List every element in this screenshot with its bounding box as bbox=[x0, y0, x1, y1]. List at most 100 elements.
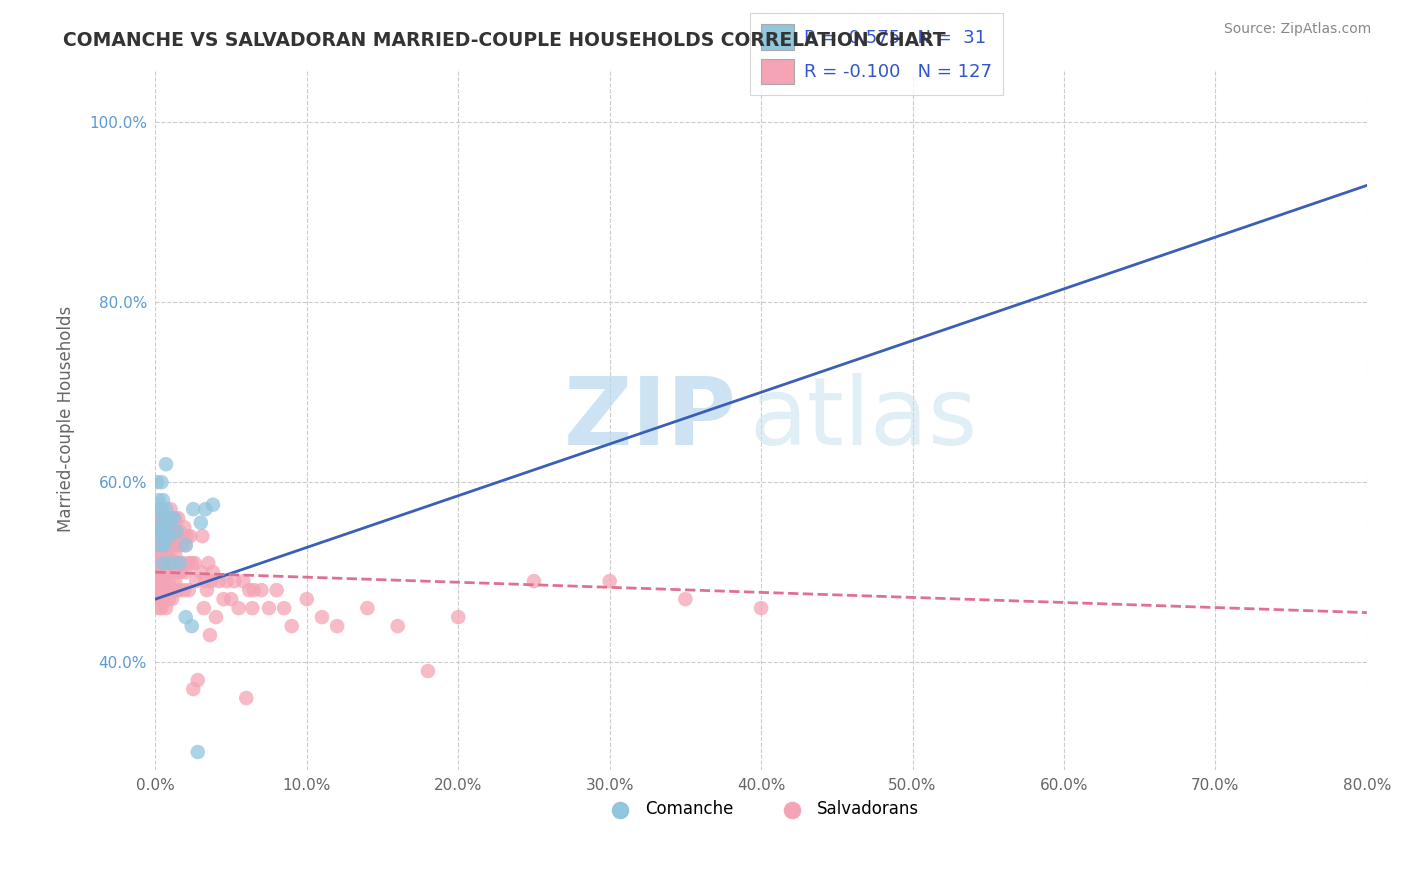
Point bbox=[387, 619, 409, 633]
Point bbox=[148, 511, 170, 525]
Point bbox=[152, 511, 174, 525]
Point bbox=[197, 556, 219, 570]
Point bbox=[180, 556, 202, 570]
Point bbox=[169, 583, 191, 598]
Point bbox=[152, 579, 174, 593]
Text: Source: ZipAtlas.com: Source: ZipAtlas.com bbox=[1223, 22, 1371, 37]
Point bbox=[174, 610, 197, 624]
Point bbox=[156, 516, 179, 530]
Point bbox=[166, 529, 188, 543]
Point bbox=[153, 520, 176, 534]
Point bbox=[190, 516, 212, 530]
Point bbox=[162, 524, 184, 539]
Point bbox=[356, 601, 378, 615]
Point bbox=[205, 610, 228, 624]
Point bbox=[155, 511, 177, 525]
Point bbox=[194, 502, 217, 516]
Point bbox=[523, 574, 546, 589]
Point bbox=[167, 565, 190, 579]
Point bbox=[201, 565, 224, 579]
Point bbox=[153, 547, 176, 561]
Point bbox=[146, 475, 169, 490]
Point bbox=[749, 601, 772, 615]
Point bbox=[146, 592, 169, 607]
Point bbox=[165, 511, 187, 525]
Point bbox=[160, 592, 183, 607]
Point bbox=[153, 538, 176, 552]
Point bbox=[177, 583, 200, 598]
Point bbox=[190, 565, 212, 579]
Point bbox=[232, 574, 254, 589]
Point bbox=[149, 524, 172, 539]
Point bbox=[165, 574, 187, 589]
Point bbox=[159, 556, 181, 570]
Point bbox=[177, 556, 200, 570]
Point bbox=[184, 556, 207, 570]
Point bbox=[155, 601, 177, 615]
Point bbox=[150, 583, 173, 598]
Point bbox=[152, 538, 174, 552]
Point bbox=[166, 524, 188, 539]
Point bbox=[150, 601, 173, 615]
Point bbox=[152, 529, 174, 543]
Point bbox=[152, 556, 174, 570]
Point bbox=[326, 619, 349, 633]
Point bbox=[152, 551, 174, 566]
Point bbox=[160, 511, 183, 525]
Point bbox=[219, 592, 242, 607]
Point bbox=[194, 574, 217, 589]
Point bbox=[149, 592, 172, 607]
Text: COMANCHE VS SALVADORAN MARRIED-COUPLE HOUSEHOLDS CORRELATION CHART: COMANCHE VS SALVADORAN MARRIED-COUPLE HO… bbox=[63, 31, 946, 50]
Point bbox=[170, 538, 193, 552]
Point bbox=[181, 681, 204, 696]
Point bbox=[673, 592, 696, 607]
Point bbox=[153, 583, 176, 598]
Point bbox=[155, 457, 177, 471]
Point bbox=[169, 556, 191, 570]
Point bbox=[148, 556, 170, 570]
Point bbox=[162, 583, 184, 598]
Point bbox=[235, 691, 257, 706]
Point bbox=[169, 556, 191, 570]
Point bbox=[238, 583, 260, 598]
Point bbox=[200, 574, 222, 589]
Point bbox=[149, 538, 172, 552]
Point bbox=[173, 520, 195, 534]
Point bbox=[149, 565, 172, 579]
Point bbox=[157, 592, 180, 607]
Point bbox=[150, 574, 173, 589]
Point bbox=[153, 556, 176, 570]
Point bbox=[215, 574, 238, 589]
Point bbox=[195, 583, 218, 598]
Point bbox=[169, 524, 191, 539]
Point bbox=[150, 529, 173, 543]
Point bbox=[157, 520, 180, 534]
Point bbox=[167, 511, 190, 525]
Point bbox=[447, 610, 470, 624]
Point bbox=[146, 565, 169, 579]
Point bbox=[150, 556, 173, 570]
Point bbox=[311, 610, 333, 624]
Point bbox=[159, 529, 181, 543]
Point bbox=[156, 547, 179, 561]
Point bbox=[152, 565, 174, 579]
Point bbox=[148, 583, 170, 598]
Point bbox=[159, 502, 181, 516]
Point bbox=[280, 619, 302, 633]
Point bbox=[162, 511, 184, 525]
Point bbox=[191, 529, 214, 543]
Point bbox=[208, 574, 231, 589]
Point bbox=[166, 583, 188, 598]
Point bbox=[172, 529, 194, 543]
Point bbox=[174, 538, 197, 552]
Point bbox=[155, 565, 177, 579]
Point bbox=[149, 551, 172, 566]
Point bbox=[153, 529, 176, 543]
Legend: Comanche, Salvadorans: Comanche, Salvadorans bbox=[596, 794, 925, 825]
Point bbox=[186, 574, 208, 589]
Point bbox=[180, 619, 202, 633]
Point bbox=[172, 556, 194, 570]
Point bbox=[165, 520, 187, 534]
Point bbox=[156, 524, 179, 539]
Point bbox=[160, 565, 183, 579]
